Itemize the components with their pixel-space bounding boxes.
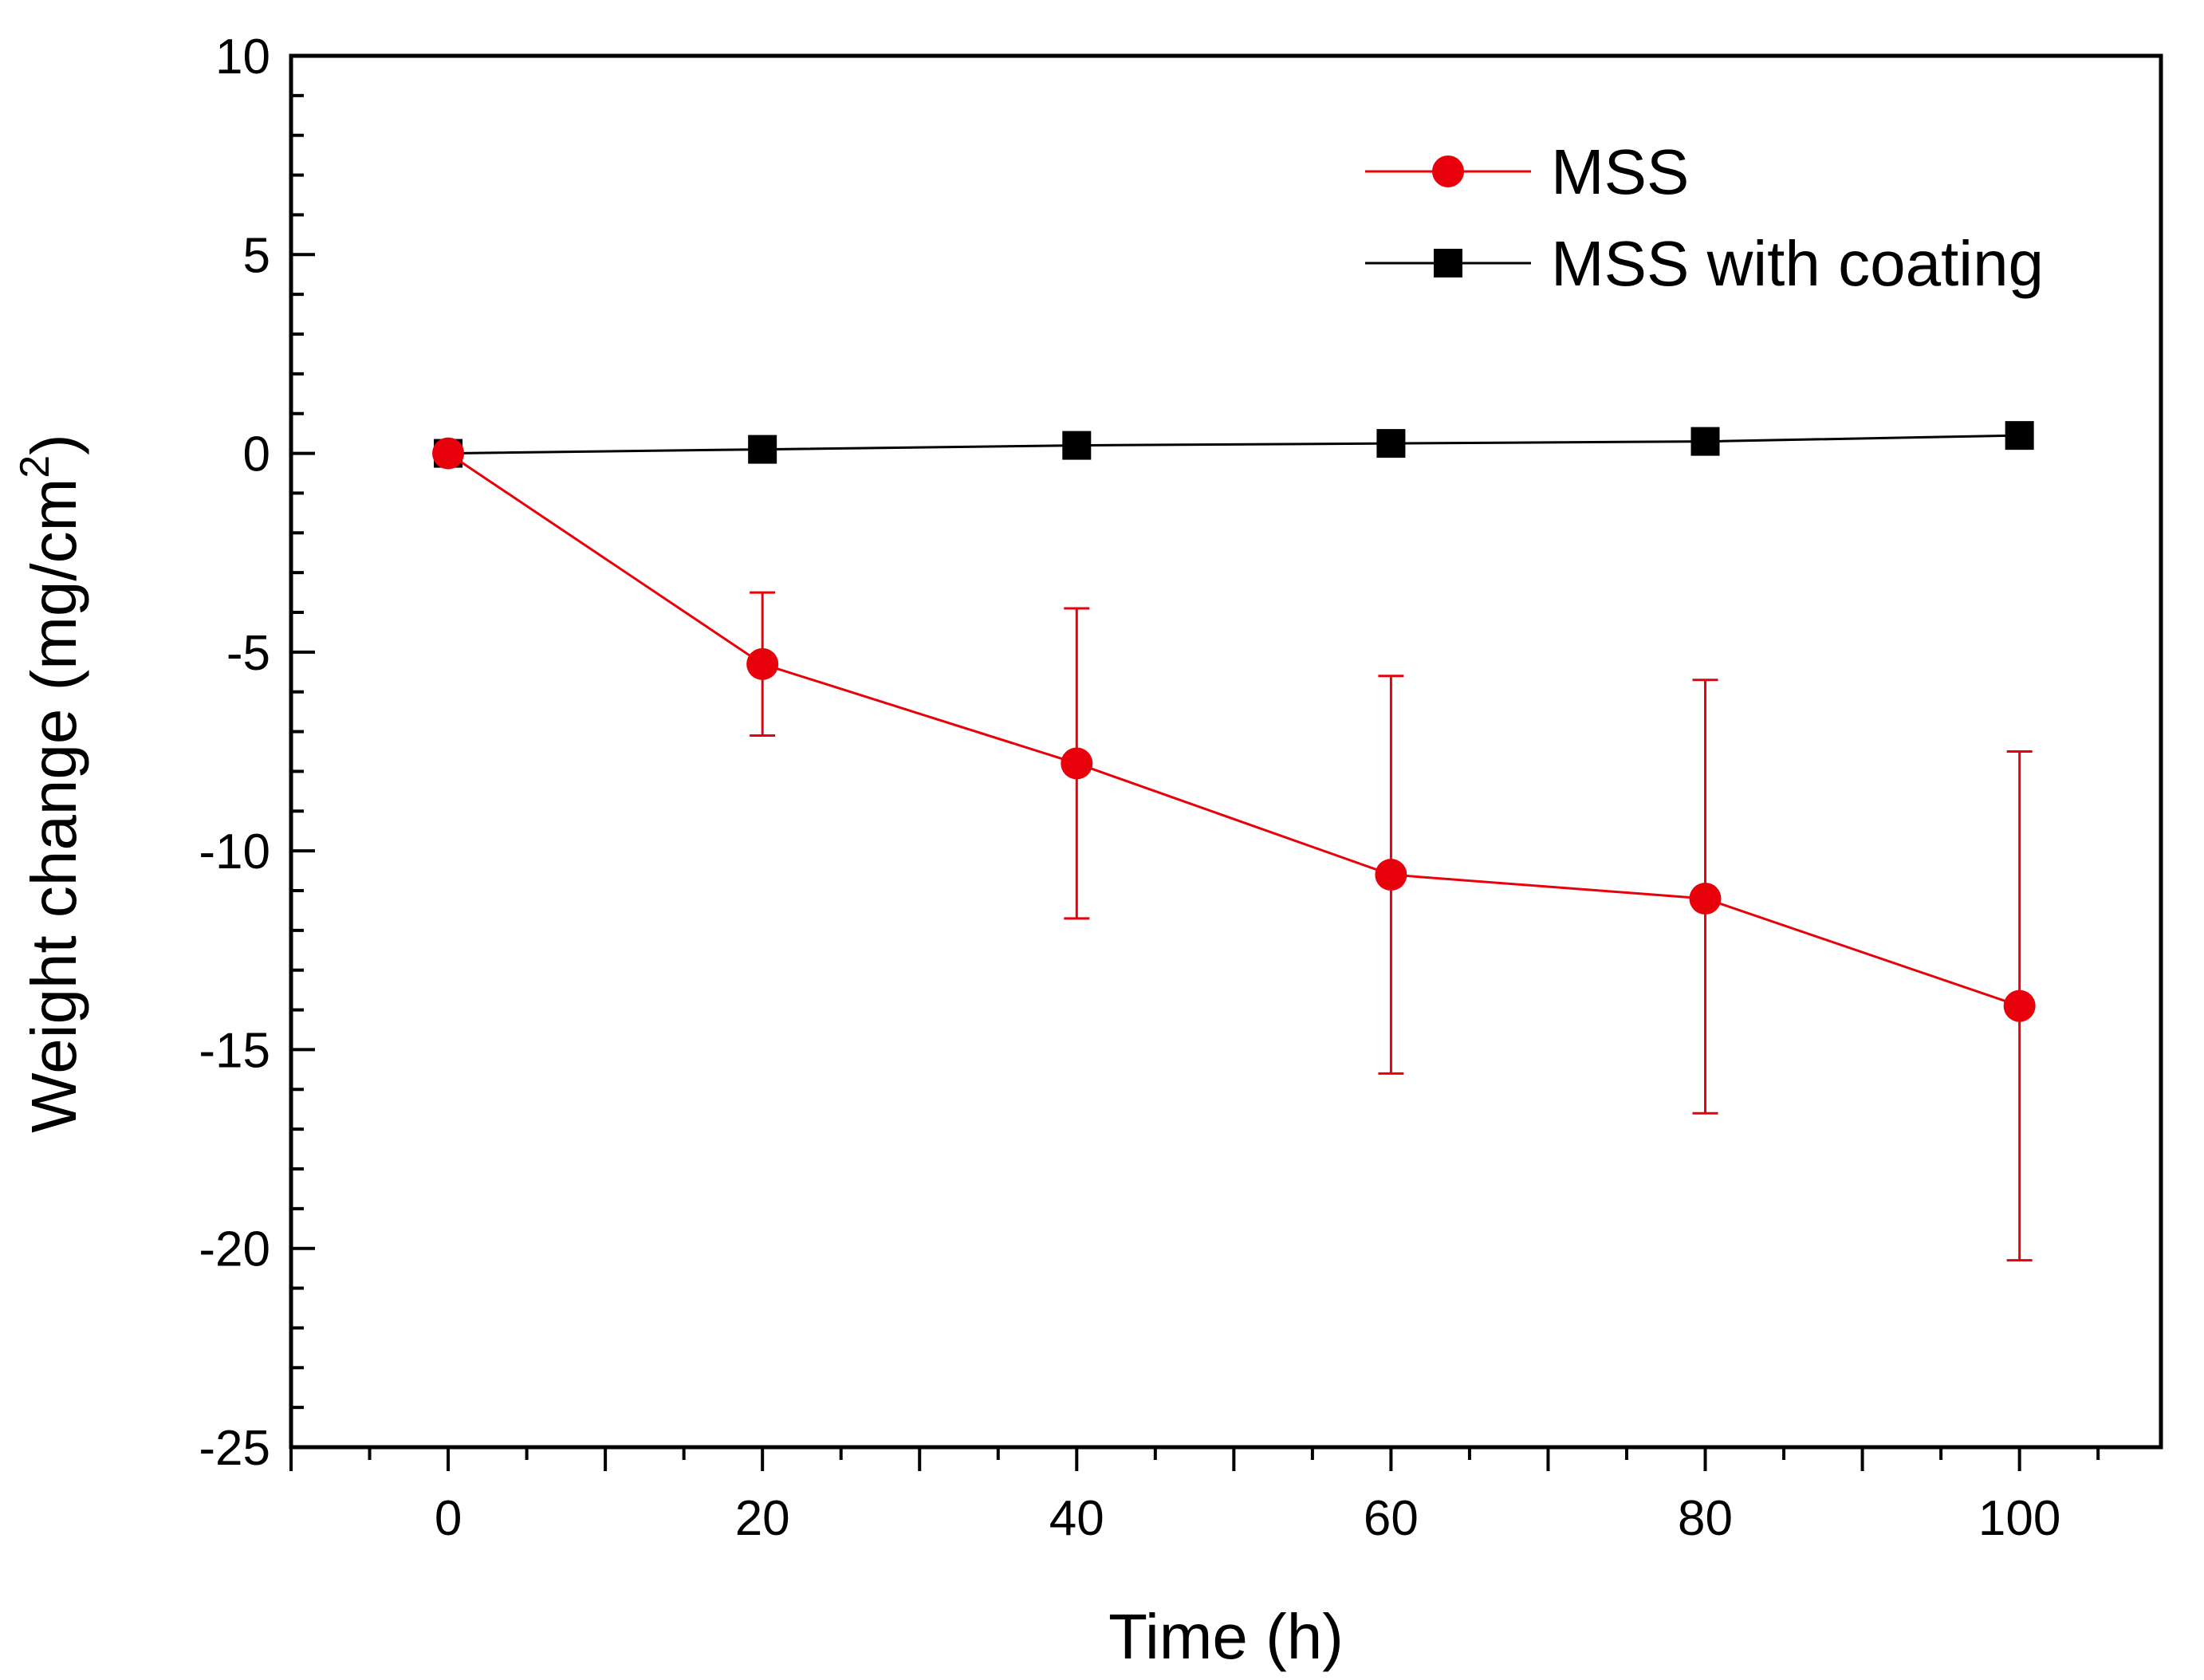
data-point xyxy=(1061,747,1093,780)
y-axis-title-superscript: 2 xyxy=(12,455,58,478)
y-axis-title-main: Weight change (mg/cm xyxy=(18,478,89,1133)
data-point xyxy=(2005,421,2034,450)
y-tick-label: -25 xyxy=(199,1421,270,1476)
x-axis-title: Time (h) xyxy=(1108,1601,1344,1672)
data-point xyxy=(1062,431,1092,460)
plot-border xyxy=(289,53,2163,1450)
series-line xyxy=(447,452,2021,1008)
x-tick-label: 40 xyxy=(1049,1491,1104,1546)
y-tick-label: 0 xyxy=(243,427,270,482)
x-tick-label: 80 xyxy=(1678,1491,1733,1546)
x-axis: 0 20 40 60 80 100 xyxy=(289,1447,2100,1546)
series-mss-with-coating xyxy=(434,421,2034,468)
data-point xyxy=(432,437,465,470)
y-tick-label: -15 xyxy=(199,1023,270,1078)
y-tick-label: -20 xyxy=(199,1222,270,1277)
legend-label: MSS xyxy=(1551,136,1689,207)
y-tick-label: -5 xyxy=(226,626,270,681)
data-point xyxy=(1689,882,1722,915)
legend-label: MSS with coating xyxy=(1551,228,2044,299)
y-tick-label: -10 xyxy=(199,824,270,879)
x-tick-label: 0 xyxy=(435,1491,462,1546)
y-axis-title: Weight change (mg/cm2) xyxy=(12,434,89,1133)
data-point xyxy=(746,647,779,680)
data-point xyxy=(1690,427,1720,456)
legend-marker xyxy=(1434,249,1462,277)
x-tick-label: 100 xyxy=(1978,1491,2060,1546)
data-point xyxy=(748,435,777,464)
series-mss xyxy=(432,437,2036,1262)
data-point xyxy=(1376,429,1406,458)
x-tick-label: 20 xyxy=(735,1491,790,1546)
y-tick-label: 10 xyxy=(215,30,270,85)
data-point xyxy=(2003,990,2036,1022)
legend: MSS MSS with coating xyxy=(1365,136,2044,299)
plot-frame xyxy=(289,53,2163,1450)
y-axis-title-close: ) xyxy=(18,434,89,455)
y-tick-label: 5 xyxy=(243,228,270,283)
series-line xyxy=(448,434,2020,455)
data-point xyxy=(1375,859,1407,891)
y-axis: 10 5 0 -5 -10 -15 -20 -25 xyxy=(199,30,315,1476)
legend-marker xyxy=(1432,155,1464,187)
x-tick-label: 60 xyxy=(1364,1491,1419,1546)
series-layer xyxy=(432,421,2036,1262)
